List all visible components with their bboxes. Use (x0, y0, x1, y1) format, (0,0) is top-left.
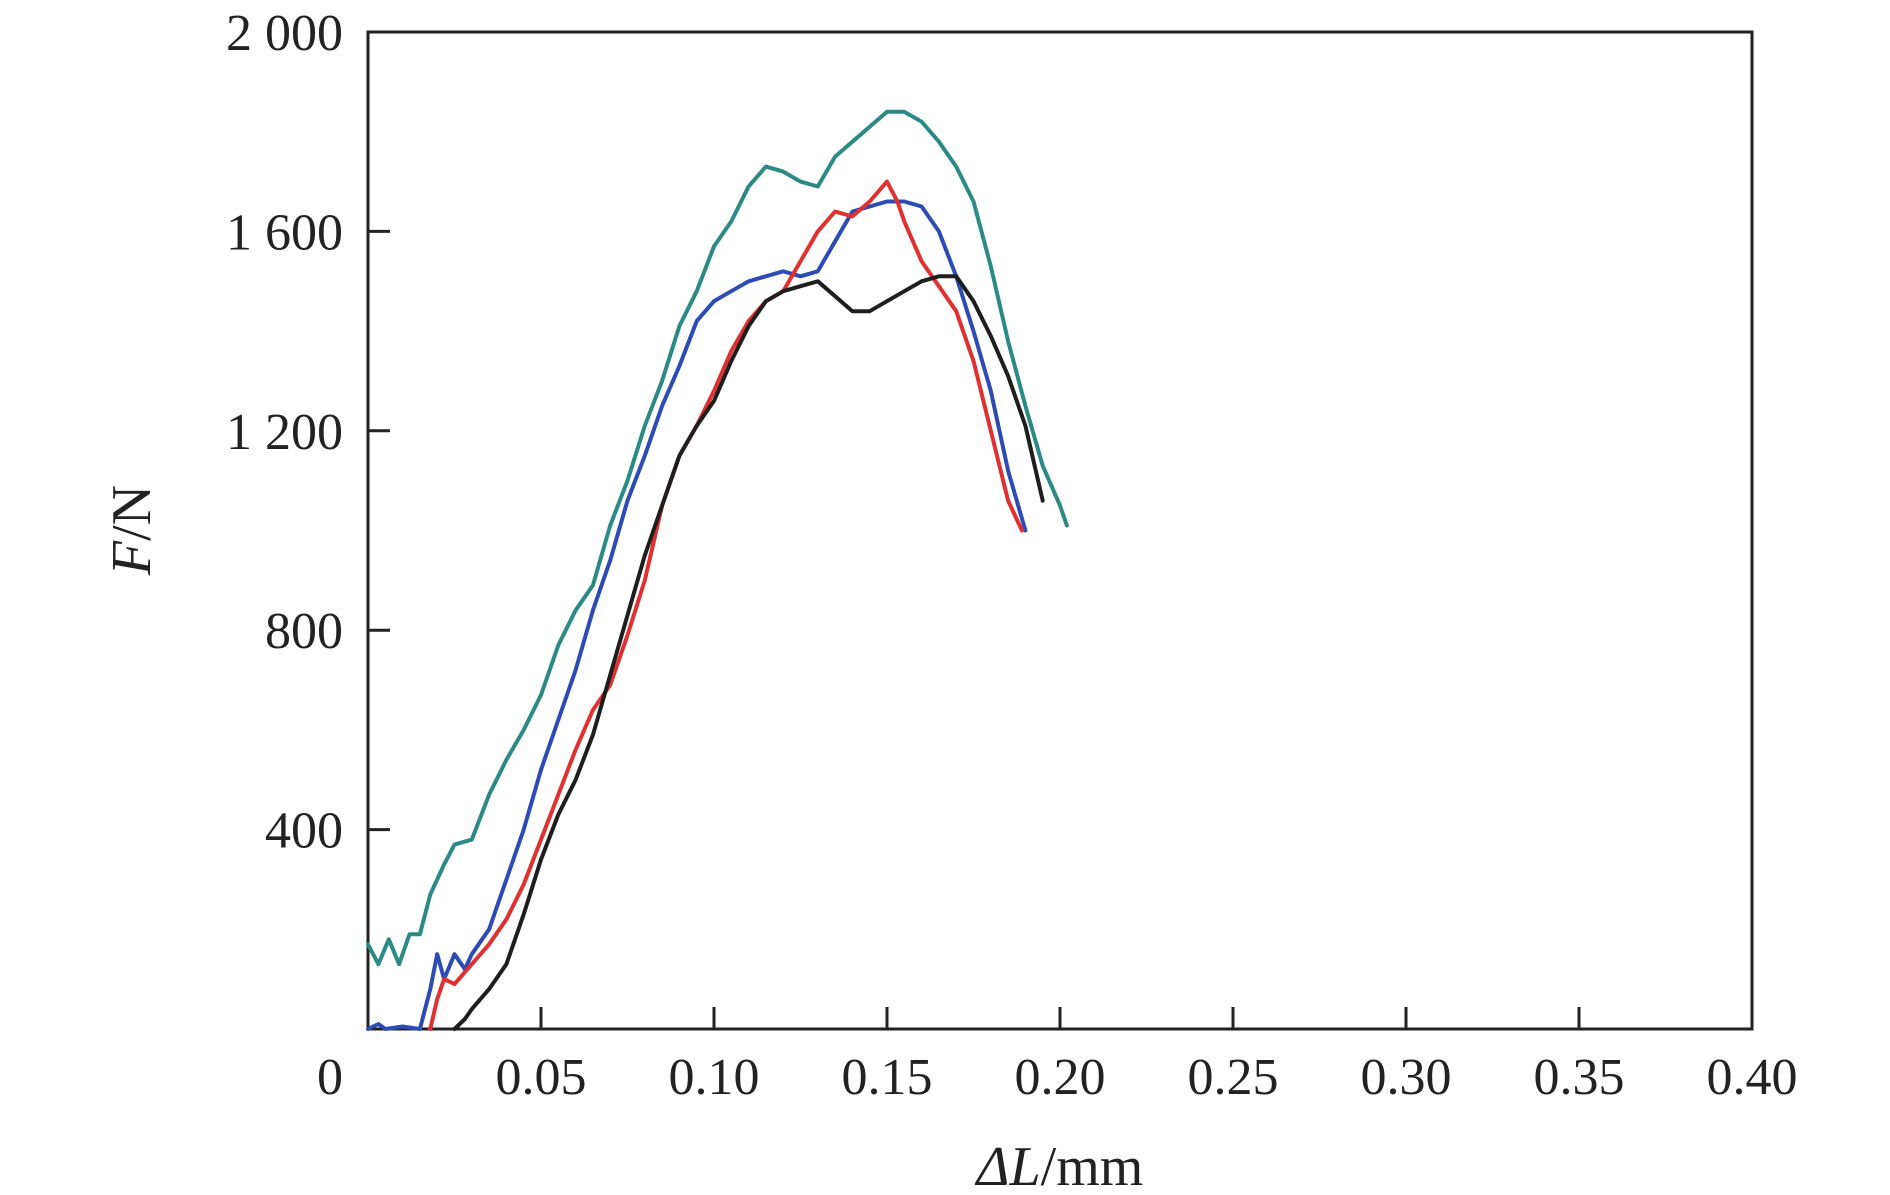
series-layer (366, 109, 1069, 1031)
plot-frame (366, 30, 1754, 1031)
x-tick-label: 0.10 (669, 1049, 760, 1106)
x-tick-label: 0.15 (842, 1049, 933, 1106)
x-tick-label: 0.40 (1707, 1049, 1798, 1106)
x-tick-label: 0 (317, 1049, 343, 1106)
x-axis-ticks (539, 1007, 1581, 1029)
x-tick-label: 0.20 (1015, 1049, 1106, 1106)
x-tick-label: 0.30 (1361, 1049, 1452, 1106)
x-axis-unit: /mm (1041, 1136, 1144, 1195)
x-tick-label: 0.25 (1188, 1049, 1279, 1106)
y-tick-label: 1 200 (226, 404, 343, 461)
y-axis-ticks (368, 229, 390, 832)
x-axis-tick-labels: 0 0.05 0.10 0.15 0.20 0.25 0.30 0.35 0.40 (317, 1049, 1798, 1106)
y-axis-unit: /N (101, 485, 163, 541)
y-axis-tick-labels: 400 800 1 200 1 600 2 000 (226, 5, 343, 860)
y-axis-title: F/N (101, 485, 163, 576)
series-line-3 (428, 179, 1024, 1031)
x-axis-symbol: ΔL (975, 1136, 1041, 1195)
x-tick-label: 0.35 (1534, 1049, 1625, 1106)
y-tick-label: 1 600 (226, 204, 343, 261)
y-tick-label: 800 (265, 603, 343, 660)
series-line-1 (366, 109, 1069, 967)
x-axis-title: ΔL/mm (975, 1136, 1144, 1195)
x-tick-label: 0.05 (496, 1049, 587, 1106)
series-line-4 (452, 274, 1045, 1031)
y-tick-label: 400 (265, 803, 343, 860)
y-tick-label: 2 000 (226, 5, 343, 62)
series-line-2 (366, 199, 1028, 1031)
plot-area (366, 30, 1754, 1031)
y-axis-symbol: F (101, 540, 163, 576)
